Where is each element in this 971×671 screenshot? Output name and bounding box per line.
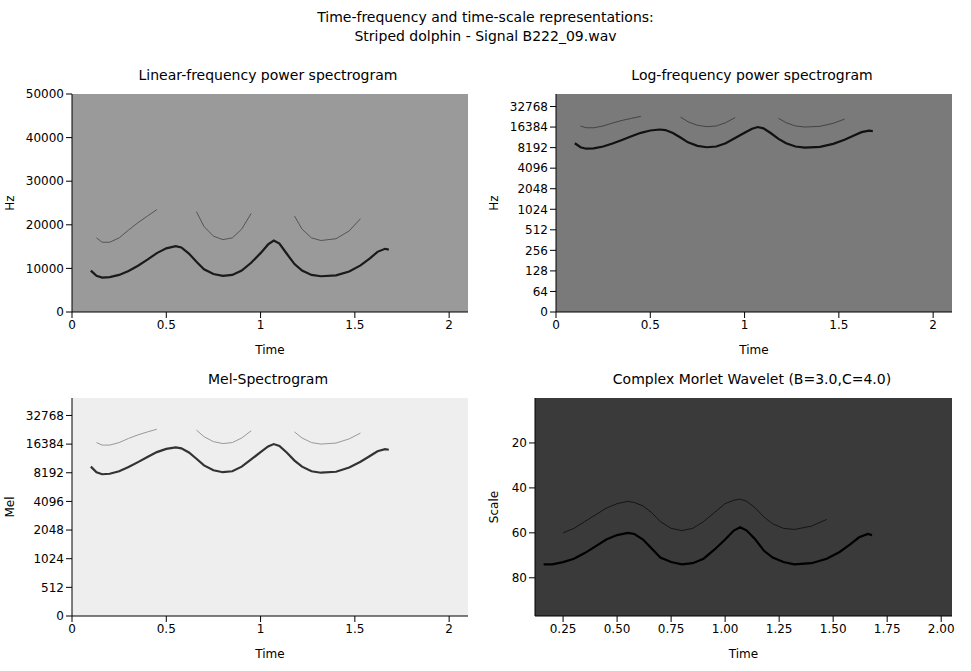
svg-text:512: 512 (41, 581, 64, 595)
svg-text:60: 60 (512, 526, 527, 540)
svg-text:2: 2 (929, 318, 937, 332)
html-text:Time-frequency and time-scale: Time-frequency and time-scale representa… (317, 9, 654, 25)
svg-text:1: 1 (741, 318, 749, 332)
svg-text:0: 0 (68, 622, 76, 636)
svg-text:30000: 30000 (26, 174, 64, 188)
svg-text:1024: 1024 (33, 552, 64, 566)
svg-text:8192: 8192 (33, 466, 64, 480)
svg-text:2: 2 (445, 318, 453, 332)
svg-text:1: 1 (257, 622, 265, 636)
html-text:Linear-frequency power spectro: Linear-frequency power spectrogram (138, 67, 398, 83)
svg-text:Time: Time (254, 647, 284, 661)
svg-text:4096: 4096 (33, 495, 64, 509)
svg-text:1.5: 1.5 (345, 318, 364, 332)
svg-text:1024: 1024 (517, 203, 548, 217)
svg-text:16384: 16384 (510, 120, 548, 134)
svg-text:0: 0 (56, 305, 64, 319)
svg-text:64: 64 (533, 285, 548, 299)
svg-text:1.25: 1.25 (766, 622, 793, 636)
svg-text:1.00: 1.00 (712, 622, 739, 636)
svg-text:Scale: Scale (487, 491, 501, 523)
svg-text:8192: 8192 (517, 141, 548, 155)
svg-text:0: 0 (56, 609, 64, 623)
svg-text:1: 1 (257, 318, 265, 332)
svg-text:512: 512 (525, 223, 548, 237)
html-text:Striped dolphin - Signal B222_: Striped dolphin - Signal B222_09.wav (354, 28, 617, 44)
svg-text:128: 128 (525, 264, 548, 278)
svg-text:Time: Time (254, 343, 284, 357)
svg-text:0: 0 (68, 318, 76, 332)
svg-text:32768: 32768 (510, 100, 548, 114)
svg-text:2: 2 (445, 622, 453, 636)
svg-text:Time: Time (738, 343, 768, 357)
svg-text:0: 0 (540, 305, 548, 319)
svg-text:0: 0 (552, 318, 560, 332)
svg-text:2048: 2048 (517, 182, 548, 196)
svg-text:40000: 40000 (26, 131, 64, 145)
svg-text:0.25: 0.25 (550, 622, 577, 636)
svg-text:Hz: Hz (487, 195, 501, 210)
svg-text:16384: 16384 (26, 437, 64, 451)
svg-text:2.00: 2.00 (928, 622, 955, 636)
html-text:Complex Morlet Wavelet (B=3.0,: Complex Morlet Wavelet (B=3.0,C=4.0) (612, 371, 892, 387)
svg-text:256: 256 (525, 244, 548, 258)
svg-text:0.50: 0.50 (604, 622, 631, 636)
html-text:Log-frequency power spectrogra: Log-frequency power spectrogram (631, 67, 873, 83)
svg-text:40: 40 (512, 481, 527, 495)
svg-text:1.50: 1.50 (820, 622, 847, 636)
svg-text:0.5: 0.5 (641, 318, 660, 332)
svg-text:0.75: 0.75 (658, 622, 685, 636)
svg-text:32768: 32768 (26, 409, 64, 423)
svg-text:Time: Time (728, 647, 758, 661)
svg-text:4096: 4096 (517, 161, 548, 175)
svg-text:0.5: 0.5 (157, 318, 176, 332)
svg-text:20: 20 (512, 436, 527, 450)
svg-text:Hz: Hz (3, 195, 17, 210)
svg-text:0.5: 0.5 (157, 622, 176, 636)
svg-text:10000: 10000 (26, 262, 64, 276)
svg-text:2048: 2048 (33, 523, 64, 537)
svg-text:1.5: 1.5 (829, 318, 848, 332)
svg-text:Mel: Mel (3, 496, 17, 517)
svg-text:1.75: 1.75 (874, 622, 901, 636)
svg-text:1.5: 1.5 (345, 622, 364, 636)
html-text:Mel-Spectrogram: Mel-Spectrogram (208, 371, 328, 387)
svg-text:50000: 50000 (26, 88, 64, 101)
svg-text:80: 80 (512, 571, 527, 585)
svg-text:20000: 20000 (26, 218, 64, 232)
